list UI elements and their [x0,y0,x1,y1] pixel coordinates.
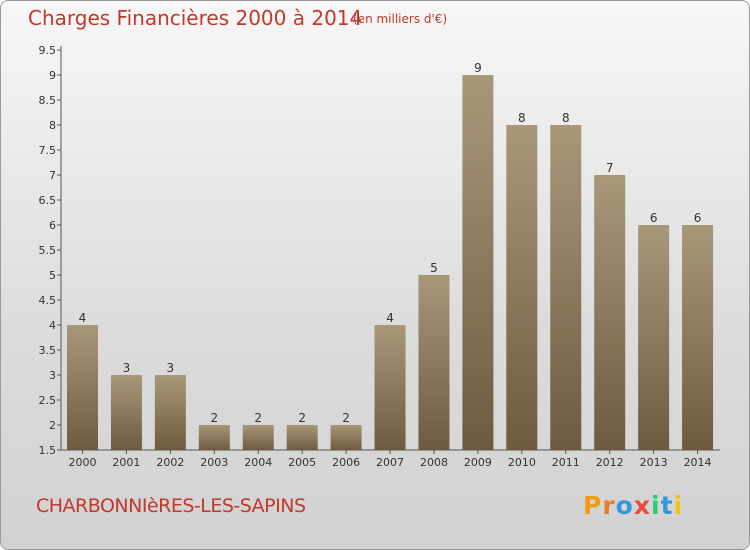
x-tick-label: 2010 [508,456,536,469]
y-tick-label: 7.5 [39,144,57,157]
y-tick-label: 3 [49,369,56,382]
data-label: 4 [79,311,87,325]
y-tick-label: 8 [49,119,56,132]
commune-name: CHARBONNIèRES-LES-SAPINS [36,495,306,517]
bar-2000 [67,325,98,450]
bar-2008 [418,275,450,450]
data-label: 8 [518,111,526,125]
data-label: 9 [474,61,482,75]
x-tick-label: 2005 [288,456,316,469]
x-tick-label: 2013 [640,456,668,469]
x-tick-label: 2002 [156,456,184,469]
data-label: 2 [298,411,306,425]
x-tick-label: 2001 [112,456,140,469]
data-label: 6 [650,211,658,225]
y-tick-label: 6.5 [39,194,57,207]
data-label: 3 [167,361,175,375]
data-label: 2 [254,411,262,425]
bar-2014 [682,225,714,450]
y-tick-label: 3.5 [39,344,57,357]
data-label: 4 [386,311,394,325]
y-tick-label: 4 [49,319,56,332]
y-tick-label: 2.5 [39,394,57,407]
bar-2003 [198,425,230,450]
x-tick-label: 2006 [332,456,360,469]
data-label: 2 [342,411,350,425]
y-tick-label: 5 [49,269,56,282]
bar-2012 [594,175,626,450]
x-tick-label: 2000 [69,456,97,469]
data-label: 8 [562,111,570,125]
y-tick-label: 9 [49,69,56,82]
bar-2006 [330,425,362,450]
bar-2005 [286,425,318,450]
y-tick-label: 6 [49,219,56,232]
data-label: 2 [210,411,218,425]
y-tick-label: 8.5 [39,94,57,107]
x-tick-label: 2003 [200,456,228,469]
bar-2002 [154,375,186,450]
bar-2009 [462,75,494,450]
chart-title: Charges Financières 2000 à 2014 [28,6,363,30]
data-label: 3 [123,361,131,375]
proxiti-logo: Proxiti [583,491,684,520]
x-tick-label: 2008 [420,456,448,469]
y-tick-label: 9.5 [39,44,57,57]
x-tick-label: 2011 [552,456,580,469]
x-tick-label: 2014 [684,456,712,469]
bar-2010 [506,125,538,450]
y-tick-label: 5.5 [39,244,57,257]
chart-unit: (en milliers d'€) [353,12,448,26]
x-tick-label: 2004 [244,456,272,469]
bar-2004 [242,425,274,450]
bar-2001 [110,375,142,450]
x-tick-label: 2007 [376,456,404,469]
data-label: 6 [694,211,702,225]
y-tick-label: 2 [49,419,56,432]
data-label: 5 [430,261,438,275]
data-label: 7 [606,161,614,175]
bar-2011 [550,125,582,450]
y-tick-label: 4.5 [39,294,57,307]
x-tick-label: 2012 [596,456,624,469]
x-tick-label: 2009 [464,456,492,469]
bar-2013 [638,225,670,450]
y-tick-label: 1.5 [39,444,57,457]
bar-2007 [374,325,406,450]
y-tick-label: 7 [49,169,56,182]
